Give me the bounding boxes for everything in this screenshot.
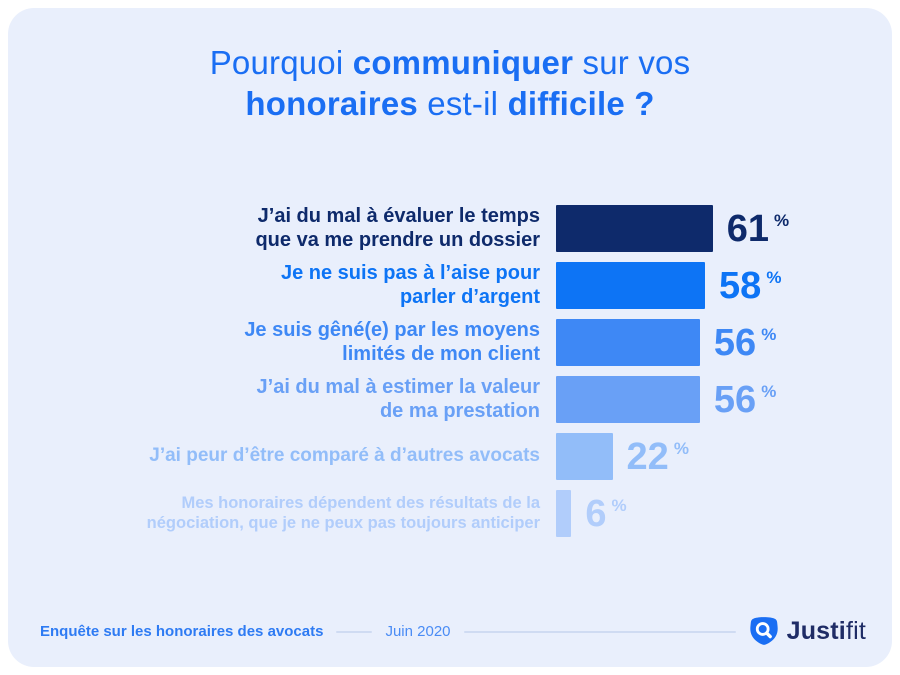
title-run-bold: communiquer [352, 44, 574, 81]
percent-sign: % [774, 210, 790, 230]
title-run-bold: honoraires [245, 85, 418, 122]
bar-row: J’ai du mal à évaluer le temps que va me… [8, 205, 892, 252]
bar-row: Mes honoraires dépendent des résultats d… [8, 490, 892, 537]
bar-row: J’ai du mal à estimer la valeur de ma pr… [8, 376, 892, 423]
percent-sign: % [673, 438, 689, 458]
bar [556, 262, 706, 309]
bar-value-number: 56 [713, 321, 757, 364]
footer-date: Juin 2020 [385, 623, 451, 640]
bar-value: 6 % [585, 495, 626, 533]
percent-sign: % [761, 381, 777, 401]
justifit-shield-magnifier-icon [749, 617, 778, 645]
footer: Enquête sur les honoraires des avocats J… [40, 616, 866, 647]
bar [556, 205, 713, 252]
bar-label: J’ai du mal à évaluer le temps que va me… [255, 205, 540, 251]
bar [556, 490, 572, 537]
infographic-card: Pourquoi communiquer sur vos honoraires … [8, 8, 892, 667]
bar-value-number: 22 [626, 435, 669, 478]
title-run: sur vos [573, 44, 691, 81]
bar-chart: J’ai du mal à évaluer le temps que va me… [8, 205, 892, 537]
bar [556, 433, 613, 480]
brand-wordmark: Justifit [787, 617, 866, 646]
bar-value-number: 56 [713, 378, 757, 421]
bar-label: Mes honoraires dépendent des résultats d… [146, 494, 540, 532]
footer-source-label: Enquête sur les honoraires des avocats [40, 623, 324, 640]
bar-value: 22 % [627, 438, 689, 476]
percent-sign: % [611, 495, 627, 515]
footer-divider-short [336, 630, 373, 633]
bar-label: J’ai peur d’être comparé à d’autres avoc… [149, 445, 540, 467]
bar-value-number: 6 [585, 492, 607, 535]
bar [556, 376, 700, 423]
bar-label: J’ai du mal à estimer la valeur de ma pr… [256, 376, 540, 422]
brand-wordmark-bold: Justi [786, 617, 846, 645]
bar-value-number: 58 [719, 264, 762, 307]
footer-divider-long [463, 630, 736, 633]
brand-wordmark-light: fit [845, 617, 866, 645]
percent-sign: % [761, 324, 777, 344]
bar-label: Je suis gêné(e) par les moyens limités d… [244, 319, 540, 365]
title-run: est-il [417, 85, 508, 122]
bar-row: J’ai peur d’être comparé à d’autres avoc… [8, 433, 892, 480]
bar-label: Je ne suis pas à l’aise pour parler d’ar… [280, 262, 540, 308]
percent-sign: % [766, 267, 782, 287]
title-run: Pourquoi [209, 44, 353, 81]
bar-value-number: 61 [726, 207, 770, 250]
bar-row: Je suis gêné(e) par les moyens limités d… [8, 319, 892, 366]
title-run-bold: difficile ? [507, 85, 655, 122]
brand-logo: Justifit [749, 616, 866, 647]
bar [556, 319, 700, 366]
bar-value: 56 % [714, 324, 776, 362]
chart-title: Pourquoi communiquer sur vos honoraires … [8, 42, 892, 124]
bar-value: 61 % [727, 210, 789, 248]
bar-value: 58 % [719, 267, 781, 305]
bar-row: Je ne suis pas à l’aise pour parler d’ar… [8, 262, 892, 309]
bar-value: 56 % [714, 381, 776, 419]
